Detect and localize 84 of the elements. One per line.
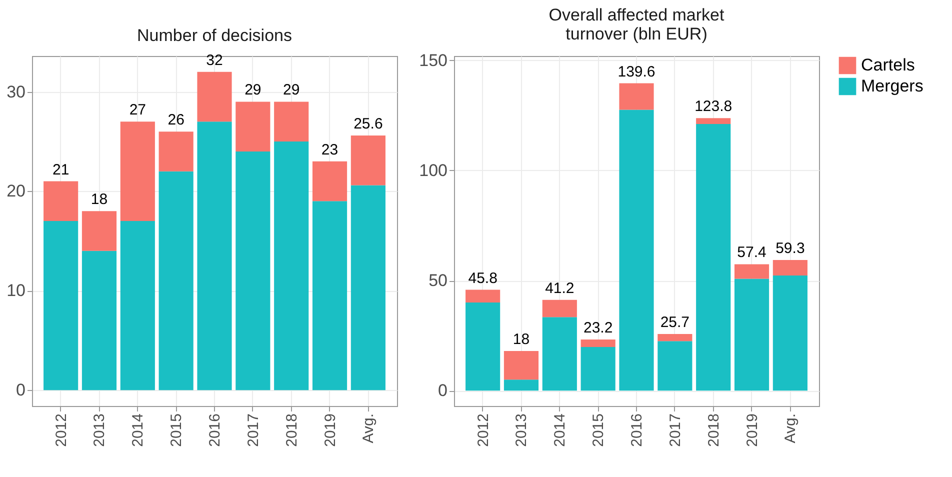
total-label: 18 — [512, 330, 530, 348]
x-tick-label: 2014 — [130, 414, 147, 447]
bar — [236, 102, 270, 152]
total-label: 23 — [321, 141, 338, 158]
x-tick-label: 2014 — [552, 414, 569, 447]
bar — [504, 350, 539, 380]
total-label: 26 — [168, 112, 184, 129]
y-tick-label: 0 — [16, 380, 26, 400]
bar — [120, 221, 155, 390]
y-tick-label: 20 — [6, 182, 26, 201]
bar — [772, 275, 808, 391]
x-tick-label: Avg. — [782, 414, 800, 444]
bar — [542, 300, 577, 318]
x-tick-label: 2016 — [628, 414, 646, 447]
total-label: 32 — [206, 52, 223, 69]
chart-title: Number of decisions — [137, 26, 292, 45]
total-label: 139.6 — [618, 63, 656, 80]
x-tick-label: 2012 — [52, 414, 70, 447]
bar — [197, 72, 232, 122]
total-label: 41.2 — [545, 280, 574, 297]
bar — [772, 260, 808, 276]
x-tick-label: Avg. — [360, 414, 378, 444]
y-tick-label: 150 — [419, 50, 448, 70]
bar — [466, 290, 500, 303]
bar — [658, 341, 692, 391]
bar — [350, 185, 386, 390]
y-tick-label: 10 — [6, 281, 26, 300]
x-tick-label: 2017 — [244, 414, 262, 447]
x-tick-label: 2012 — [474, 414, 492, 447]
x-tick-label: 2019 — [744, 414, 761, 447]
bar — [350, 136, 386, 186]
chart-title: Overall affected market turnover (bln EUR) — [548, 5, 724, 44]
bar — [274, 102, 309, 142]
legend-label: Mergers — [861, 76, 924, 96]
bar — [120, 122, 155, 222]
bar — [619, 83, 654, 110]
total-label: 23.2 — [583, 320, 613, 337]
bar — [580, 340, 616, 348]
bar — [44, 181, 78, 222]
x-tick-label: 2013 — [513, 414, 530, 447]
bar — [619, 110, 654, 391]
x-tick-label: 2013 — [91, 414, 108, 447]
y-tick-label: 30 — [6, 82, 26, 102]
x-tick-label: 2015 — [590, 414, 608, 447]
bar — [197, 122, 232, 390]
bar — [658, 334, 692, 342]
bar — [236, 151, 270, 390]
bar — [274, 142, 309, 390]
total-label: 25.6 — [354, 116, 383, 133]
y-tick-label: 0 — [438, 381, 448, 400]
legend-label: Cartels — [861, 56, 915, 74]
bar — [696, 118, 731, 124]
bar — [82, 211, 117, 251]
total-label: 21 — [52, 161, 70, 178]
bar — [580, 347, 616, 391]
y-tick-label: 100 — [419, 160, 448, 180]
x-tick-label: 2019 — [322, 414, 339, 447]
total-label: 29 — [283, 82, 300, 99]
x-tick-label: 2017 — [666, 414, 684, 447]
bar — [734, 278, 770, 391]
total-label: 18 — [90, 191, 108, 208]
x-tick-label: 2016 — [206, 414, 224, 447]
total-label: 123.8 — [694, 98, 732, 116]
bar — [44, 221, 78, 390]
bar — [542, 317, 577, 391]
x-tick-label: 2015 — [168, 414, 186, 447]
total-label: 25.7 — [660, 314, 690, 332]
bar — [466, 302, 500, 391]
total-label: 57.4 — [737, 244, 766, 262]
bar — [82, 250, 117, 390]
bar — [158, 171, 194, 390]
bar — [734, 264, 770, 279]
x-tick-label: 2018 — [705, 414, 722, 447]
bar — [504, 380, 539, 391]
bar — [158, 132, 194, 172]
bar — [312, 201, 348, 390]
total-label: 29 — [244, 82, 262, 99]
bar — [696, 124, 731, 391]
total-label: 59.3 — [776, 240, 805, 258]
bar — [312, 161, 348, 202]
total-label: 27 — [129, 102, 146, 119]
y-tick-label: 50 — [428, 271, 448, 290]
total-label: 45.8 — [468, 270, 498, 287]
x-tick-label: 2018 — [283, 414, 300, 447]
